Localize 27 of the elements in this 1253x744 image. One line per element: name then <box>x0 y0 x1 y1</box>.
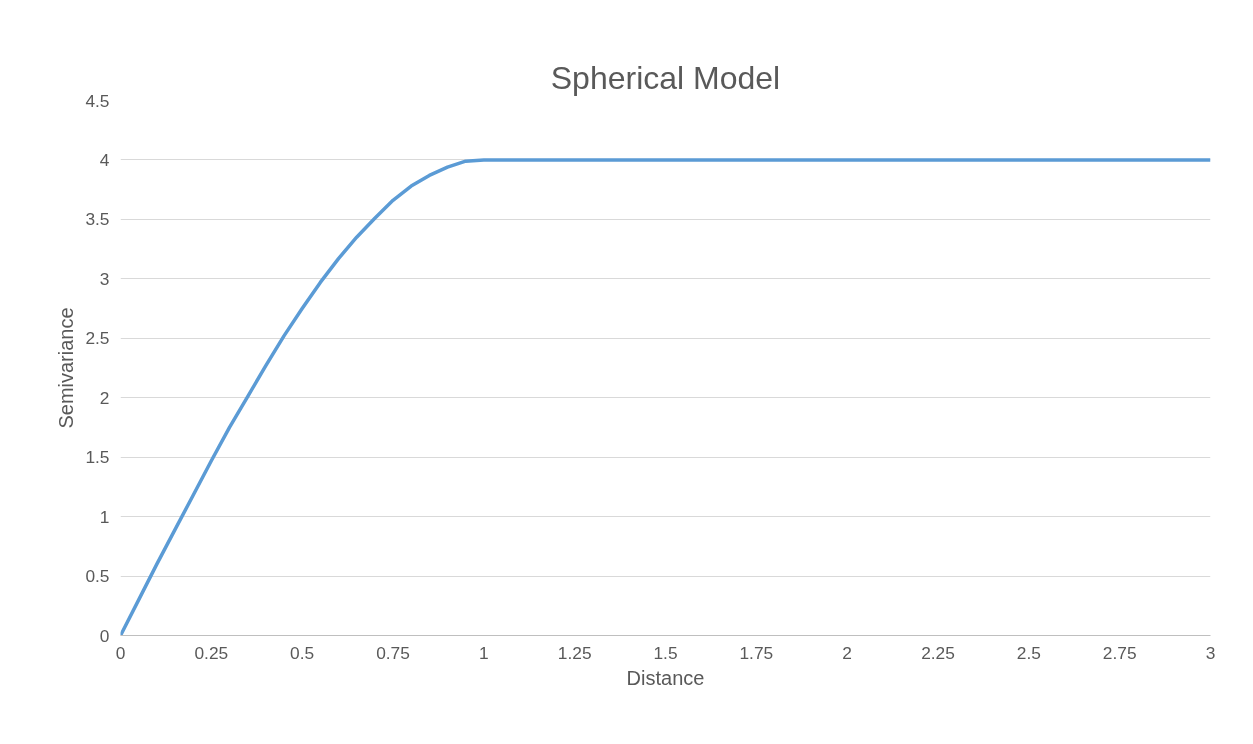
y-tick-label: 1 <box>99 506 110 527</box>
y-tick-label: 0 <box>99 625 110 646</box>
y-tick-label: 4.5 <box>85 90 110 111</box>
x-tick-label: 0.25 <box>194 642 229 663</box>
x-tick-label: 0 <box>115 642 126 663</box>
y-tick-label: 2 <box>99 387 110 408</box>
y-tick-label: 3.5 <box>85 209 110 230</box>
x-tick-label: 2.25 <box>921 642 955 663</box>
y-tick-label: 3 <box>99 268 110 289</box>
x-axis-title: Distance <box>626 666 705 689</box>
y-tick-label: 2.5 <box>85 328 110 349</box>
x-tick-label: 3 <box>1205 642 1216 663</box>
x-tick-label: 1.25 <box>557 642 592 663</box>
x-tick-label: 2 <box>842 642 852 663</box>
y-tick-label: 1.5 <box>85 447 110 468</box>
x-tick-label: 1 <box>479 642 489 663</box>
x-tick-label: 2.75 <box>1102 642 1137 663</box>
chart-title: Spherical Model <box>550 59 781 96</box>
y-axis-title: Semivariance <box>55 307 78 429</box>
x-tick-label: 1.5 <box>653 642 678 663</box>
x-tick-label: 0.5 <box>290 642 315 663</box>
y-tick-label: 4 <box>99 149 110 170</box>
line-series <box>120 158 1211 636</box>
x-tick-label: 0.75 <box>376 642 410 663</box>
x-tick-label: 2.5 <box>1016 642 1041 663</box>
y-tick-label: 0.5 <box>85 566 110 587</box>
x-tick-label: 1.75 <box>739 642 774 663</box>
